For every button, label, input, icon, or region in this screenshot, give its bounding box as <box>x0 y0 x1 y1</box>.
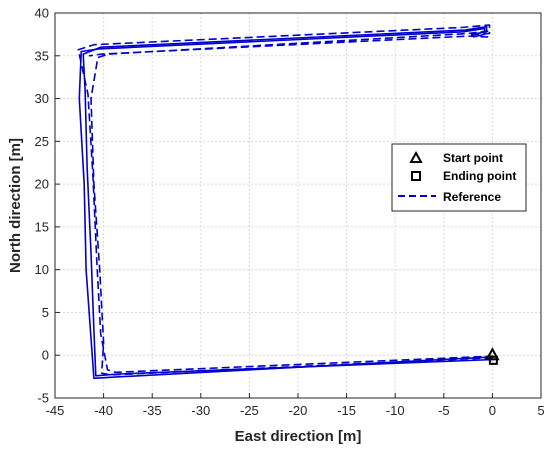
legend: Start point Ending point Reference <box>391 143 527 212</box>
x-tick-label: -25 <box>240 403 259 418</box>
y-tick-label: 20 <box>35 177 49 192</box>
x-tick-label: -35 <box>143 403 162 418</box>
x-tick-label: -30 <box>191 403 210 418</box>
y-tick-label: 5 <box>42 305 49 320</box>
x-tick-label: -10 <box>386 403 405 418</box>
legend-start-marker-icon <box>409 150 423 163</box>
y-tick-label: 35 <box>35 48 49 63</box>
x-tick-label: -20 <box>289 403 308 418</box>
legend-end-marker-icon <box>411 171 421 181</box>
x-tick-label: -45 <box>46 403 65 418</box>
x-tick-label: 5 <box>537 403 544 418</box>
y-tick-label: 30 <box>35 91 49 106</box>
y-tick-label: 15 <box>35 219 49 234</box>
trajectory-series-1 <box>78 27 493 380</box>
marker-layer <box>485 347 500 365</box>
x-tick-label: -15 <box>337 403 356 418</box>
x-axis-label: East direction [m] <box>235 428 362 445</box>
trajectory-series-4 <box>77 24 494 374</box>
ending-point-marker <box>488 355 498 365</box>
y-tick-label: 40 <box>35 6 49 21</box>
y-tick-label: 0 <box>42 348 49 363</box>
legend-label-start-point: Start point <box>443 151 503 165</box>
legend-label-ending-point: Ending point <box>443 169 516 183</box>
x-tick-label: 0 <box>489 403 496 418</box>
grid <box>55 13 541 398</box>
y-tick-label: -5 <box>37 391 49 406</box>
y-tick-label: 10 <box>35 262 49 277</box>
series-layer <box>77 24 495 380</box>
trajectory-series-2 <box>82 25 495 377</box>
axis-ticks: -45 -40 -35 -30 -25 -20 -15 -10 -5 0 5 -5 0 5 10 15 20 25… <box>35 6 545 419</box>
x-tick-label: -5 <box>438 403 450 418</box>
start-point-marker <box>485 347 500 361</box>
legend-label-reference: Reference <box>443 190 501 204</box>
x-tick-label: -40 <box>94 403 113 418</box>
trajectory-series-3 <box>88 30 493 376</box>
y-tick-label: 25 <box>35 134 49 149</box>
y-axis-label: North direction [m] <box>7 138 24 273</box>
